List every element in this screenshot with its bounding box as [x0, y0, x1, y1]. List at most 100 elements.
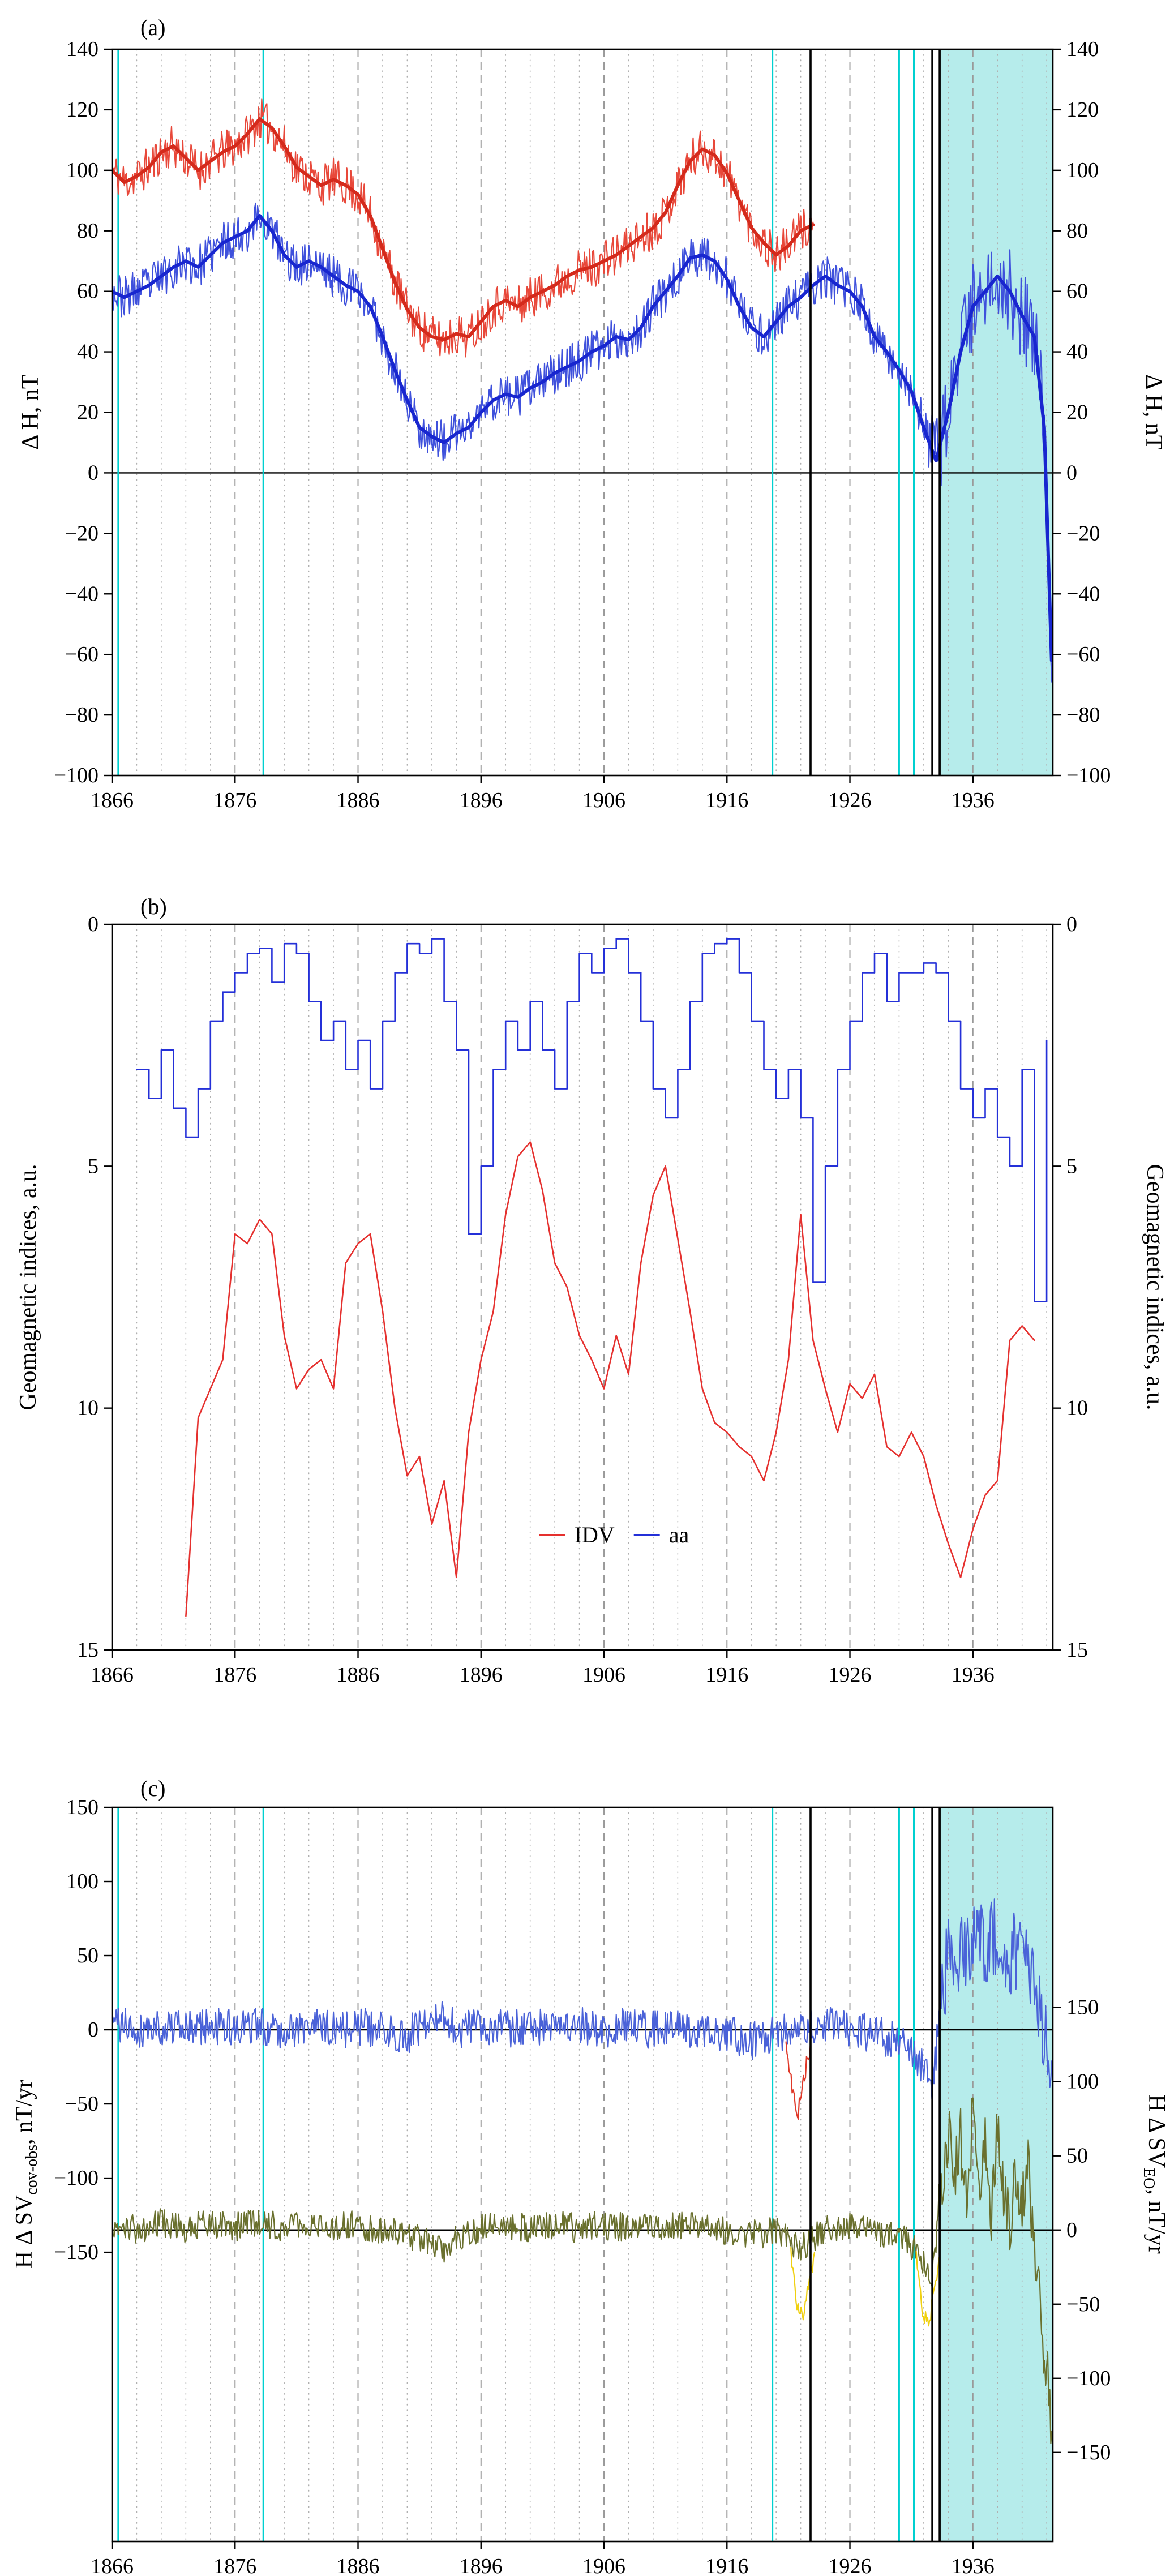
xtick-label: 1906 — [582, 788, 625, 812]
xtick-label: 1886 — [337, 788, 380, 812]
shaded-region-c — [940, 1807, 1053, 2541]
legend-label-aa: aa — [668, 1522, 689, 1548]
dH-blue-monthly-smooth — [112, 214, 1053, 662]
ytick-label-right: 15 — [1066, 1638, 1088, 1662]
panel-a-series — [112, 98, 1053, 683]
ytick-label-right: 120 — [1066, 98, 1099, 122]
ytick-label: 0 — [88, 912, 98, 936]
xtick-label: 1936 — [952, 788, 995, 812]
ytick-label: −50 — [65, 2092, 98, 2116]
ytick-label-right: −20 — [1066, 521, 1100, 545]
xtick-label: 1876 — [213, 1663, 256, 1687]
xtick-label: 1926 — [829, 1663, 872, 1687]
sv-eo-olive — [112, 2097, 1053, 2444]
ytick-label: 40 — [77, 340, 98, 364]
ytick-label-right: −60 — [1066, 642, 1100, 666]
ytick-label-right: 0 — [1066, 2218, 1077, 2242]
xtick-label: 1896 — [460, 2554, 503, 2576]
ytick-label-right: 150 — [1066, 1996, 1099, 2020]
panel-a-frame — [111, 48, 1054, 777]
ytick-label-right: −50 — [1066, 2292, 1100, 2316]
xtick-label: 1916 — [705, 788, 748, 812]
xtick-label: 1916 — [705, 2554, 748, 2576]
ytick-label: 100 — [66, 158, 98, 182]
panel-b-ylabel-right: Geomagnetic indices, a.u. — [1142, 1164, 1168, 1411]
panel-a-ticks: 140 120 100 80 60 40 20 0 −20 −40 −60 −80 −100 140 120… — [54, 37, 1111, 812]
legend-item-aa: aa — [633, 1521, 689, 1548]
ytick-label: 0 — [88, 461, 98, 485]
dH-red-monthly — [112, 98, 814, 358]
ytick-label: 20 — [77, 401, 98, 425]
ytick-label: 120 — [66, 98, 98, 122]
ytick-label-right: 20 — [1066, 401, 1088, 425]
idv-index — [185, 1141, 1035, 1617]
ytick-label: 100 — [66, 1870, 98, 1893]
shaded-region-a — [940, 49, 1053, 775]
panel-c-ticks: 150 100 50 0 −50 −100 −150 150 100 50 0 −50 −100 −150… — [54, 1795, 1111, 2576]
legend-label-idv: IDV — [574, 1522, 615, 1548]
aa-line-swatch — [633, 1533, 660, 1536]
ytick-label-right: 50 — [1066, 2144, 1088, 2168]
ytick-label: −100 — [54, 2166, 98, 2190]
xtick-label: 1866 — [91, 2554, 134, 2576]
xtick-label: 1876 — [213, 788, 256, 812]
panel-b-series — [136, 938, 1048, 1617]
ytick-label-right: −100 — [1066, 2367, 1111, 2390]
xtick-label: 1916 — [705, 1663, 748, 1687]
xtick-label: 1906 — [582, 2554, 625, 2576]
ytick-label: 10 — [77, 1396, 98, 1420]
ytick-label-right: 100 — [1066, 2070, 1099, 2094]
ytick-label-right: 80 — [1066, 219, 1088, 243]
ytick-label: 50 — [77, 1944, 98, 1968]
xtick-label: 1926 — [829, 788, 872, 812]
aa-index — [136, 938, 1048, 1302]
ytick-label: −60 — [65, 642, 98, 666]
ylabel-subscript: EO — [1140, 2168, 1158, 2189]
ytick-label: 5 — [88, 1154, 98, 1178]
panel-c-ylabel-left: H Δ SVcov-obs, nT/yr — [11, 2080, 41, 2269]
legend-item-idv: IDV — [539, 1521, 615, 1548]
xtick-label: 1896 — [460, 788, 503, 812]
dH-red-monthly-smooth — [112, 117, 815, 342]
xtick-label: 1896 — [460, 1663, 503, 1687]
panel-c-grid — [136, 1807, 1047, 2542]
xtick-label: 1936 — [952, 1663, 995, 1687]
panel-c-series — [112, 1898, 1053, 2444]
ytick-label: −40 — [65, 582, 98, 606]
ytick-label-right: −80 — [1066, 703, 1100, 727]
ytick-label: 80 — [77, 219, 98, 243]
ytick-label-right: 0 — [1066, 461, 1077, 485]
ytick-label-right: 5 — [1066, 1154, 1077, 1178]
sv-yellow-segment-2 — [915, 2251, 941, 2327]
xtick-label: 1866 — [91, 1663, 134, 1687]
xtick-label: 1936 — [952, 2554, 995, 2576]
xtick-label: 1886 — [337, 1663, 380, 1687]
ytick-label: 150 — [66, 1795, 98, 1819]
ytick-label: 15 — [77, 1638, 98, 1662]
ytick-label: 140 — [66, 37, 98, 61]
ytick-label-right: −40 — [1066, 582, 1100, 606]
panel-a-ylabel-right: Δ H, nT — [1141, 374, 1167, 450]
sv-red-segment — [785, 2041, 812, 2120]
ytick-label: 0 — [88, 2018, 98, 2042]
ylabel-text: H Δ SV — [1143, 2094, 1169, 2168]
ytick-label-right: 100 — [1066, 158, 1099, 182]
ylabel-text: , nT/yr — [1143, 2189, 1169, 2254]
ytick-label-right: 0 — [1066, 912, 1077, 936]
panel-a-ylabel-left: Δ H, nT — [18, 374, 44, 450]
ylabel-text: H Δ SV — [11, 2194, 37, 2269]
xtick-label: 1876 — [213, 2554, 256, 2576]
panel-a-label: (a) — [140, 15, 166, 40]
ylabel-text: , nT/yr — [11, 2080, 37, 2145]
ytick-label-right: −150 — [1066, 2441, 1111, 2464]
panel-a-grid — [136, 49, 1047, 776]
panel-c-ylabel-right: H Δ SVEO, nT/yr — [1139, 2094, 1170, 2253]
ytick-label-right: 60 — [1066, 280, 1088, 303]
ytick-label: 60 — [77, 280, 98, 303]
ytick-label-right: 10 — [1066, 1396, 1088, 1420]
xtick-label: 1866 — [91, 788, 134, 812]
ytick-label: −100 — [54, 764, 98, 787]
ytick-label: −80 — [65, 703, 98, 727]
